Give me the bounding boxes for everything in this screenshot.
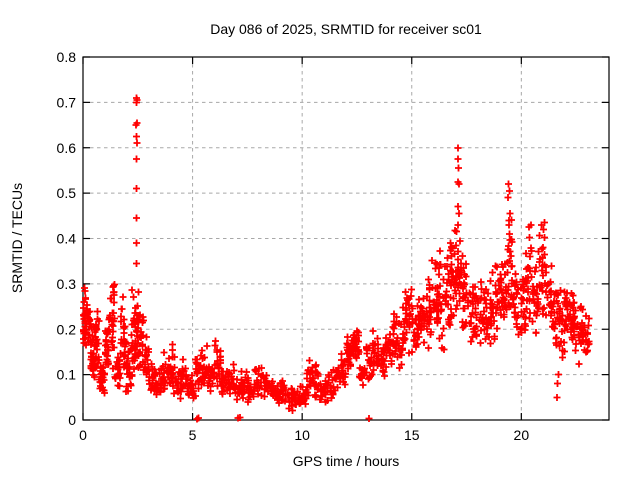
x-axis-label: GPS time / hours: [292, 453, 400, 469]
x-tick-label: 20: [514, 427, 530, 443]
x-tick-label: 5: [189, 427, 197, 443]
y-tick-label: 0.6: [57, 140, 77, 156]
y-tick-label: 0.5: [57, 185, 77, 201]
y-tick-label: 0.7: [57, 94, 77, 110]
y-tick-label: 0.1: [57, 367, 77, 383]
y-tick-label: 0.8: [57, 49, 77, 65]
x-tick-label: 10: [294, 427, 310, 443]
y-tick-label: 0.3: [57, 276, 77, 292]
y-tick-label: 0.2: [57, 321, 77, 337]
y-tick-label: 0.4: [57, 231, 77, 247]
data-points: [80, 94, 593, 423]
y-tick-label: 0: [68, 412, 76, 428]
chart-title: Day 086 of 2025, SRMTID for receiver sc0…: [210, 21, 482, 37]
x-tick-label: 0: [79, 427, 87, 443]
x-tick-label: 15: [404, 427, 420, 443]
